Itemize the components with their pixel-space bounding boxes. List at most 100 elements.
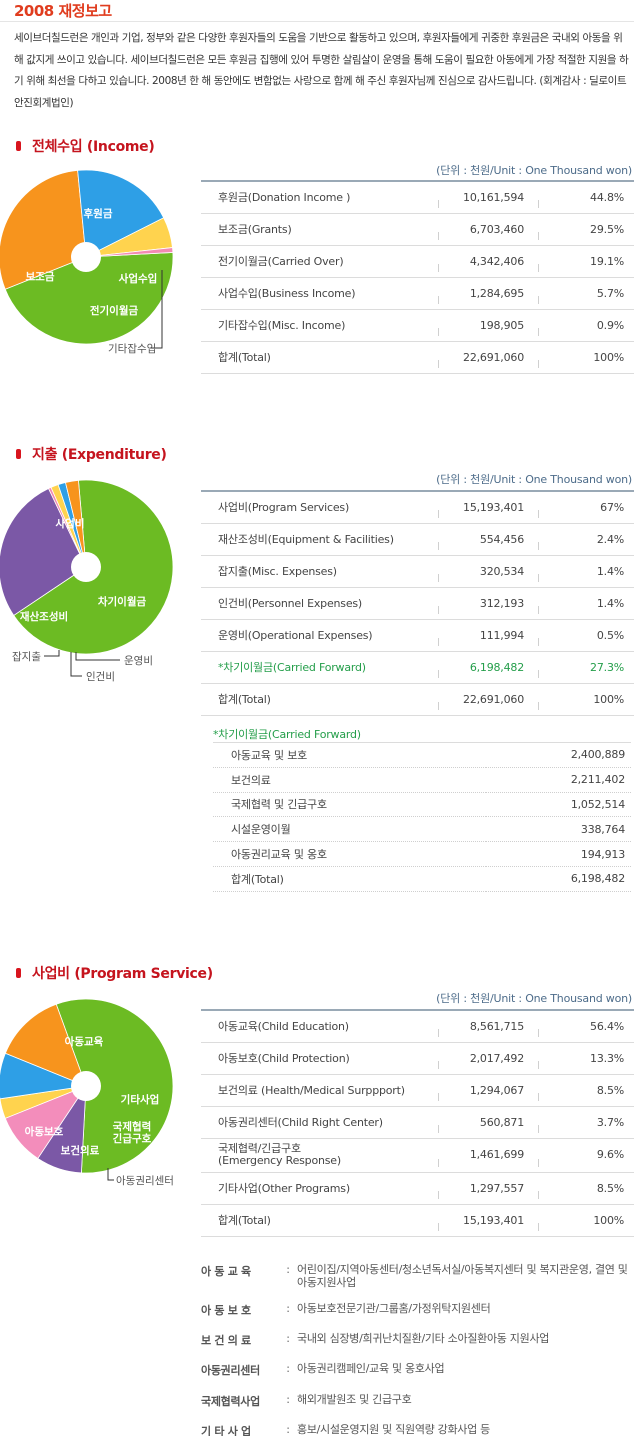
row-name: 기타사업(Other Programs)	[201, 1172, 438, 1205]
pie-slice-2	[77, 169, 165, 258]
table-row-total: 합계(Total) 15,193,401 100%	[201, 1204, 634, 1237]
row-amount: 6,703,460	[438, 213, 538, 246]
row-amount: 22,691,060	[438, 683, 538, 716]
row-percent: 0.5%	[538, 619, 634, 652]
expenditure-unit-label: (단위 : 천원/Unit : One Thousand won)	[436, 473, 632, 486]
definition-key: 국제협력사업	[201, 1395, 260, 1408]
row-percent: 1.4%	[538, 555, 634, 588]
pie-label-rights: 아동권리센터	[116, 1175, 174, 1187]
leader-line-personnel	[70, 652, 82, 677]
income-pie-slices	[0, 169, 174, 345]
row-name: 시설운영이월	[213, 816, 487, 843]
row-amount: 1,297,557	[438, 1172, 538, 1205]
expenditure-heading: 지출 (Expenditure)	[16, 444, 167, 464]
table-row: 아동보호(Child Protection) 2,017,492 13.3%	[201, 1042, 634, 1075]
row-name-line2: (Emergency Response)	[218, 1154, 341, 1167]
pie-slice-5	[4, 1003, 87, 1087]
row-name: 보건의료	[213, 767, 487, 793]
leader-line-misc	[150, 270, 163, 349]
row-percent: 0.9%	[538, 309, 634, 342]
row-percent: 27.3%	[538, 651, 634, 684]
program-pie-slices	[0, 998, 174, 1174]
row-name: 기타잡수입(Misc. Income)	[201, 309, 438, 342]
table-row-carried-forward: *차기이월금(Carried Forward) 6,198,482 27.3%	[201, 651, 634, 684]
table-row: 인건비(Personnel Expenses) 312,193 1.4%	[201, 587, 634, 620]
table-row: 사업수입(Business Income) 1,284,695 5.7%	[201, 277, 634, 310]
pie-label-business: 사업수입	[119, 272, 158, 285]
pie-slice-0	[55, 998, 174, 1174]
table-row: 보건의료 2,211,402	[213, 767, 631, 793]
pie-slice-1	[0, 487, 87, 616]
row-amount: 111,994	[438, 619, 538, 652]
row-amount: 6,198,482	[486, 866, 631, 892]
leader-line-operational	[75, 652, 120, 661]
table-row: 보건의료 (Health/Medical Surppport) 1,294,067…	[201, 1074, 634, 1107]
row-name: 아동보호(Child Protection)	[201, 1042, 438, 1075]
table-row: 아동권리교육 및 옹호 194,913	[213, 841, 631, 867]
income-heading-text: 전체수입 (Income)	[32, 139, 155, 155]
row-name-line1: 국제협력/긴급구호	[218, 1142, 301, 1155]
income-rows: 후원금(Donation Income ) 10,161,594 44.8% 보조금…	[201, 181, 634, 374]
pie-center-hole	[71, 1071, 101, 1101]
row-amount: 2,017,492	[438, 1042, 538, 1075]
pie-label-carried: 전기이월금	[90, 304, 139, 317]
definition-item: 아동권리센터: 아동권리캠페인/교육 및 옹호사업	[201, 1362, 631, 1378]
bullet-icon	[16, 968, 21, 978]
table-row-total: 합계(Total) 22,691,060 100%	[201, 341, 634, 374]
expenditure-pie-slices	[0, 479, 174, 655]
definition-key: 보 건 의 료	[201, 1334, 251, 1347]
row-name: 국제협력/긴급구호 (Emergency Response)	[201, 1138, 438, 1173]
table-row: 후원금(Donation Income ) 10,161,594 44.8%	[201, 181, 634, 214]
row-amount: 8,561,715	[438, 1010, 538, 1043]
table-row: 아동교육 및 보호 2,400,889	[213, 742, 631, 768]
expenditure-table: 사업비(Program Services) 15,193,401 67% 재산조성비…	[201, 490, 634, 716]
definition-value: 국내외 심장병/희귀난치질환/기타 소아질환아동 지원사업	[297, 1332, 550, 1345]
table-row: 국제협력 및 긴급구호 1,052,514	[213, 792, 631, 818]
row-percent: 3.7%	[538, 1106, 634, 1139]
definition-colon: :	[286, 1393, 290, 1406]
row-percent: 5.7%	[538, 277, 634, 310]
program-rows: 아동교육(Child Education) 8,561,715 56.4% 아동보호…	[201, 1010, 634, 1237]
row-percent: 67%	[538, 491, 634, 524]
pie-label-donation: 후원금	[84, 207, 113, 220]
definition-item: 기 타 사 업: 홍보/시설운영지원 및 직원역량 강화사업 등	[201, 1423, 631, 1436]
carried-forward-rows: 아동교육 및 보호 2,400,889 보건의료 2,211,402 국제협력 및 …	[213, 742, 631, 892]
expenditure-rows: 사업비(Program Services) 15,193,401 67% 재산조성비…	[201, 491, 634, 716]
row-name: 잡지출(Misc. Expenses)	[201, 555, 438, 588]
title-divider	[0, 21, 634, 22]
table-row: 아동교육(Child Education) 8,561,715 56.4%	[201, 1010, 634, 1043]
table-row: 국제협력/긴급구호 (Emergency Response) 1,461,699 9.…	[201, 1138, 634, 1173]
pie-label-education: 아동교육	[65, 1035, 104, 1048]
pie-label-carried-forward: 차기이월금	[98, 595, 147, 608]
bullet-icon	[16, 141, 21, 151]
row-name: 합계(Total)	[201, 683, 438, 716]
pie-label-misc-exp: 잡지출	[12, 651, 41, 663]
income-heading: 전체수입 (Income)	[16, 136, 155, 156]
definition-key: 아 동 교 육	[201, 1265, 251, 1278]
row-name: 합계(Total)	[201, 341, 438, 374]
pie-label-emergency-line1: 국제협력	[113, 1120, 152, 1133]
row-amount: 1,052,514	[486, 792, 631, 818]
row-percent: 56.4%	[538, 1010, 634, 1043]
table-row: 기타잡수입(Misc. Income) 198,905 0.9%	[201, 309, 634, 342]
table-row: 잡지출(Misc. Expenses) 320,534 1.4%	[201, 555, 634, 588]
row-percent: 44.8%	[538, 181, 634, 214]
definition-colon: :	[286, 1423, 290, 1436]
definition-colon: :	[286, 1332, 290, 1345]
pie-label-other: 기타사업	[121, 1093, 160, 1106]
definition-key: 기 타 사 업	[201, 1425, 251, 1436]
row-percent: 9.6%	[538, 1138, 634, 1173]
row-amount: 1,294,067	[438, 1074, 538, 1107]
carried-forward-table: 아동교육 및 보호 2,400,889 보건의료 2,211,402 국제협력 및 …	[213, 742, 631, 892]
row-percent: 100%	[538, 683, 634, 716]
pie-label-grants: 보조금	[26, 271, 55, 283]
program-table: 아동교육(Child Education) 8,561,715 56.4% 아동보호…	[201, 1009, 634, 1237]
pie-label-emergency-line2: 긴급구호	[113, 1132, 152, 1145]
row-amount: 1,284,695	[438, 277, 538, 310]
row-name: 사업비(Program Services)	[201, 491, 438, 524]
definition-item: 보 건 의 료: 국내외 심장병/희귀난치질환/기타 소아질환아동 지원사업	[201, 1332, 631, 1348]
page-title: 2008 재정보고	[14, 2, 112, 20]
row-percent: 100%	[538, 341, 634, 374]
row-name: 후원금(Donation Income )	[201, 181, 438, 214]
row-name: 아동권리센터(Child Right Center)	[201, 1106, 438, 1139]
